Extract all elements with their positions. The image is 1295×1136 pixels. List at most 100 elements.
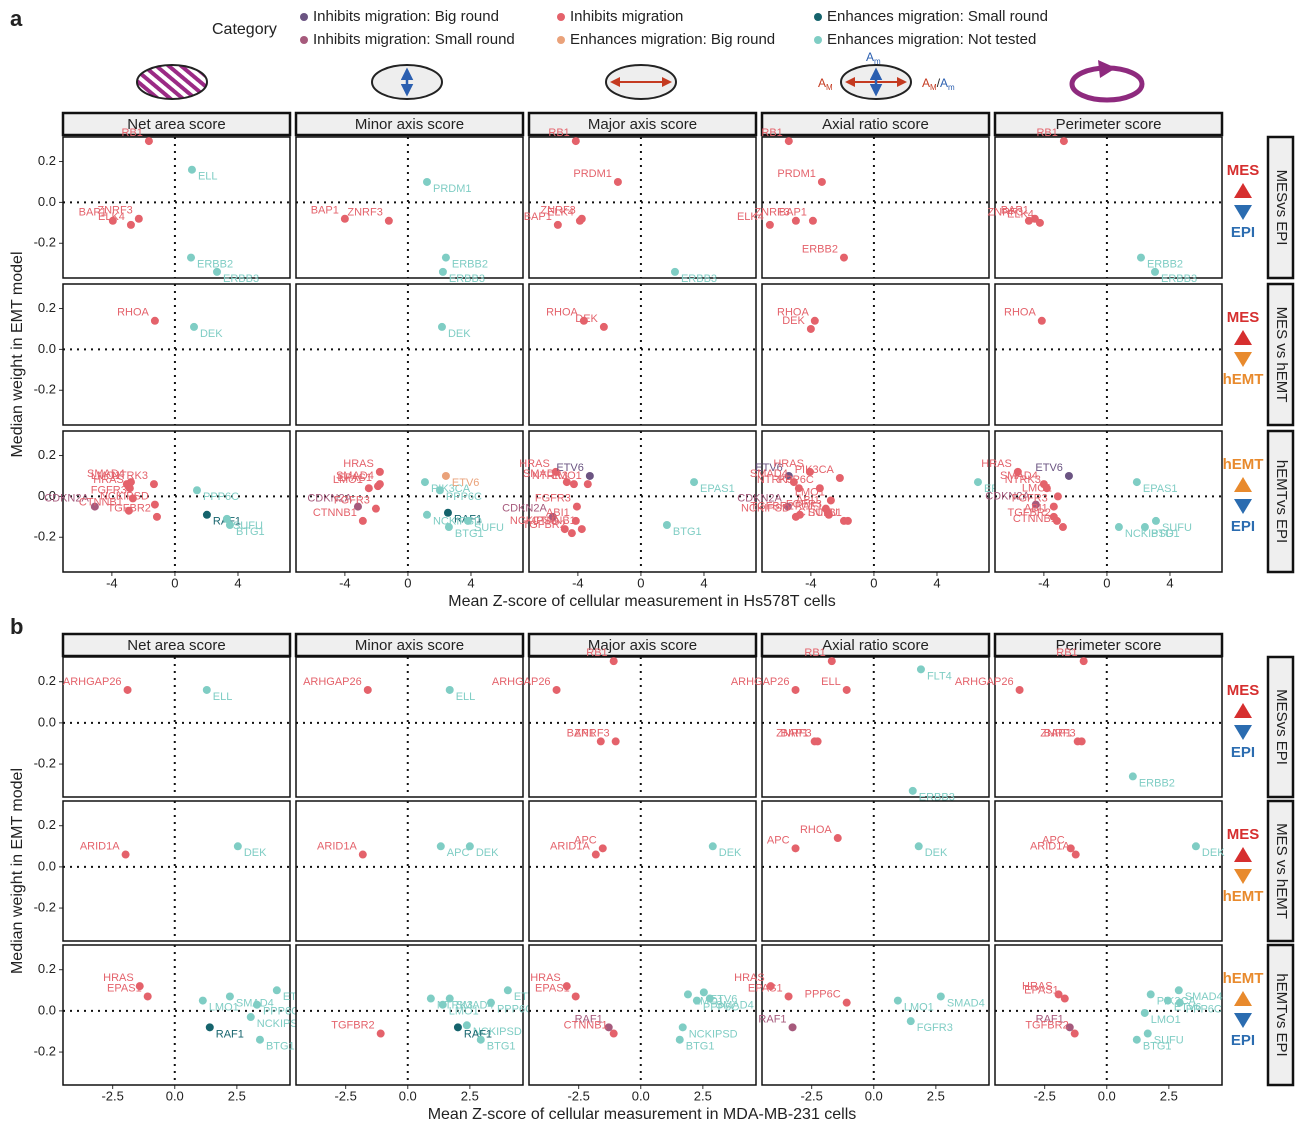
point-label: FGFR3 xyxy=(917,1022,953,1034)
point-label: ZNRF3 xyxy=(776,727,811,739)
point xyxy=(365,484,373,492)
point xyxy=(153,513,161,521)
point xyxy=(834,834,842,842)
point xyxy=(226,992,234,1000)
point xyxy=(693,997,701,1005)
y-tick-label: -0.2 xyxy=(34,899,56,914)
point xyxy=(203,511,211,519)
down-triangle xyxy=(1234,499,1252,514)
row-strip-label: MES vs hEMT xyxy=(1273,307,1290,403)
point-label: ELL xyxy=(198,171,218,183)
point-label: CTNNB1 xyxy=(564,1019,608,1031)
x-tick-label: 2.5 xyxy=(1160,1088,1178,1103)
y-tick-label: -0.2 xyxy=(34,1043,56,1058)
point xyxy=(1115,523,1123,531)
y-tick-label: -0.2 xyxy=(34,382,56,397)
y-tick-label: 0.0 xyxy=(38,341,56,356)
point xyxy=(1129,772,1137,780)
point xyxy=(187,254,195,262)
point xyxy=(573,503,581,511)
x-tick-label: 0.0 xyxy=(1098,1088,1116,1103)
point-label: RB1 xyxy=(1056,647,1077,659)
point-label: CDKN2A xyxy=(502,503,547,515)
point xyxy=(151,317,159,325)
icon-label-part: m xyxy=(948,83,955,92)
point xyxy=(843,686,851,694)
point-label: NTRK3 xyxy=(112,470,148,482)
point-label: SMAD4 xyxy=(716,999,754,1011)
point-label: ERBB3 xyxy=(449,273,485,285)
point xyxy=(1038,317,1046,325)
point-label: DEK xyxy=(925,847,948,859)
icon-label-part: A xyxy=(922,76,930,90)
point-label: RHOA xyxy=(117,307,149,319)
point-label: ERBB2 xyxy=(452,258,488,270)
x-tick-label: 4 xyxy=(933,575,940,590)
point-label: PPP6C xyxy=(778,474,814,486)
y-tick-label: 0.2 xyxy=(38,817,56,832)
down-triangle xyxy=(1234,205,1252,220)
point-label: DEK xyxy=(719,847,742,859)
panel-letter: a xyxy=(10,6,23,31)
point xyxy=(827,496,835,504)
point xyxy=(437,842,445,850)
legend-label: Inhibits migration: Big round xyxy=(313,8,499,25)
down-triangle xyxy=(1234,725,1252,740)
point-label: NCKIPSD xyxy=(741,503,790,515)
point xyxy=(135,215,143,223)
x-tick-label: -4 xyxy=(1038,575,1050,590)
point-label: TGFBR2 xyxy=(522,519,565,531)
point-label: CTNNB1 xyxy=(1013,513,1057,525)
point-label: EPAS1 xyxy=(107,982,142,994)
point xyxy=(811,317,819,325)
facet-title: Perimeter score xyxy=(1056,116,1162,133)
facet-panel xyxy=(529,945,756,1085)
point-label: LMO1 xyxy=(449,1006,479,1018)
point xyxy=(915,842,923,850)
point xyxy=(843,999,851,1007)
point xyxy=(844,517,852,525)
point xyxy=(663,521,671,529)
point-label: ARHGAP26 xyxy=(731,676,790,688)
figure: Am AM AM/Am Category Inhibits migration:… xyxy=(0,0,1295,1136)
point xyxy=(600,323,608,331)
point-label: PRDM1 xyxy=(433,183,472,195)
y-tick-label: 0.2 xyxy=(38,153,56,168)
point-label: LMO1 xyxy=(1151,1014,1181,1026)
y-axis-title: Median weight in EMT model xyxy=(9,251,26,457)
icon-label-part: A xyxy=(818,76,826,90)
point xyxy=(423,511,431,519)
y-tick-label: 0.0 xyxy=(38,1002,56,1017)
point xyxy=(247,1013,255,1021)
point xyxy=(909,787,917,795)
point xyxy=(578,215,586,223)
direction-bottom: EPI xyxy=(1231,1032,1255,1049)
point-label: ETV6 xyxy=(452,477,480,489)
point xyxy=(190,323,198,331)
point xyxy=(572,137,580,145)
x-tick-label: 2.5 xyxy=(228,1088,246,1103)
point-label: DEK xyxy=(200,328,223,340)
point-label: FGFR3 xyxy=(334,495,370,507)
point xyxy=(421,478,429,486)
point xyxy=(671,268,679,276)
point-label: ELK4 xyxy=(98,211,125,223)
point xyxy=(1065,472,1073,480)
point-label: EPAS1 xyxy=(748,982,783,994)
point-label: BTG1 xyxy=(266,1041,295,1053)
point-label: PPP6C xyxy=(805,989,841,1001)
point xyxy=(553,686,561,694)
point xyxy=(477,1036,485,1044)
point xyxy=(454,1023,462,1031)
icons: Am AM AM/Am xyxy=(137,50,1142,100)
point-label: PPP6C xyxy=(263,1006,299,1018)
point-label: ARID1A xyxy=(317,840,357,852)
point xyxy=(1050,503,1058,511)
point xyxy=(568,529,576,537)
point xyxy=(1164,997,1172,1005)
point-label: TGFBR2 xyxy=(1025,1019,1068,1031)
point-label: ARID1A xyxy=(1030,840,1070,852)
point xyxy=(1060,137,1068,145)
point-label: EPAS1 xyxy=(535,982,570,994)
point xyxy=(614,178,622,186)
